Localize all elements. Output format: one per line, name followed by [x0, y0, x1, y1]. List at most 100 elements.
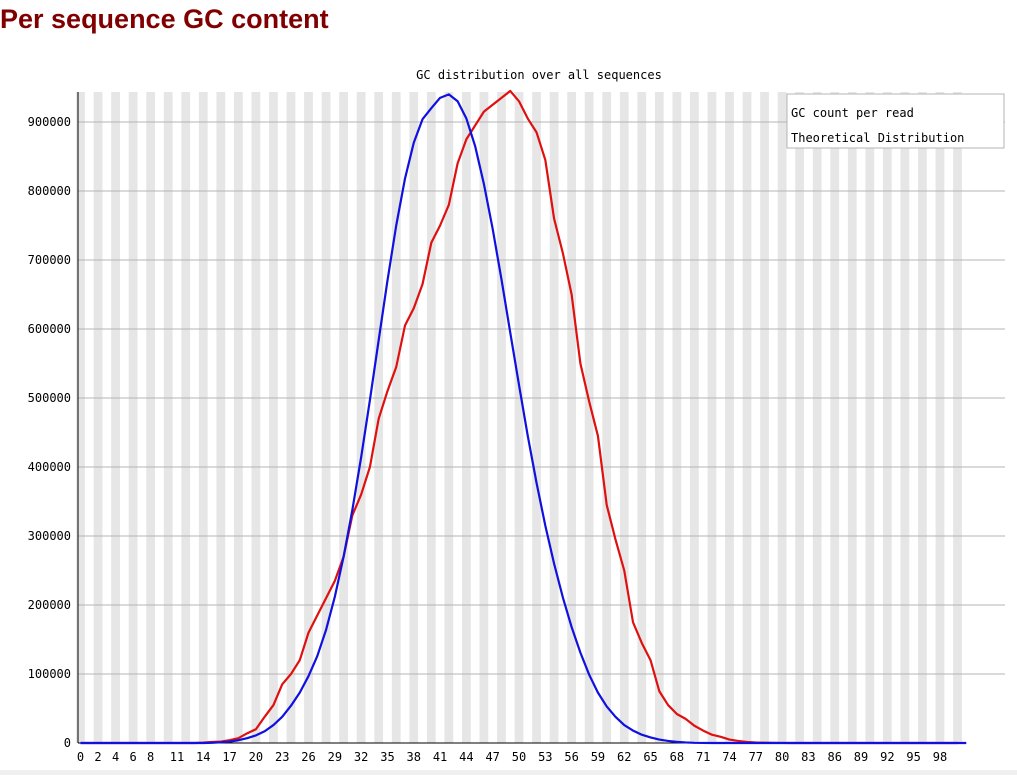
x-tick-label: 38 — [407, 750, 421, 764]
y-tick-label: 700000 — [28, 253, 71, 267]
background-stripe — [339, 92, 348, 743]
x-tick-label: 41 — [433, 750, 447, 764]
background-stripe — [742, 92, 752, 743]
background-stripe — [391, 92, 401, 743]
background-stripe — [584, 92, 594, 743]
x-tick-label: 56 — [564, 750, 578, 764]
bottom-strip — [0, 770, 1017, 775]
y-tick-label: 0 — [64, 736, 71, 750]
background-stripe — [269, 92, 278, 743]
background-stripe — [356, 92, 366, 743]
background-stripe — [602, 92, 612, 743]
series-lines — [80, 89, 967, 745]
background-stripe — [847, 92, 857, 743]
x-tick-label: 53 — [538, 750, 552, 764]
chart-title: GC distribution over all sequences — [416, 68, 662, 82]
background-stripe — [795, 92, 805, 743]
background-stripe — [233, 92, 243, 743]
background-stripe — [654, 92, 664, 743]
background-stripe — [637, 92, 647, 743]
background-stripe — [953, 92, 962, 743]
background-stripe — [549, 92, 559, 743]
background-stripe — [444, 92, 454, 743]
x-tick-label: 23 — [275, 750, 289, 764]
background-stripe — [865, 92, 875, 743]
x-tick-labels: 0 2 4 6 8 11 14 17 20 23 26 29 32 35 38 41 44 47 50 53 56 59 6… — [77, 750, 947, 764]
page-title: Per sequence GC content — [0, 4, 329, 34]
background-stripe — [479, 92, 489, 743]
x-tick-label: 14 — [196, 750, 210, 764]
background-stripe — [882, 92, 892, 743]
background-stripe — [216, 92, 226, 743]
background-stripe — [672, 92, 682, 743]
background-stripe — [111, 92, 120, 743]
y-tick-labels: 0 100000 200000 300000 400000 500000 600000 700… — [28, 115, 71, 750]
x-tick-label: 86 — [827, 750, 841, 764]
background-stripe — [251, 92, 261, 743]
x-tick-label: 50 — [512, 750, 526, 764]
background-stripe — [163, 92, 173, 743]
background-stripe — [619, 92, 629, 743]
background-stripe — [900, 92, 910, 743]
background-stripe — [93, 92, 103, 743]
x-tick-label: 4 — [112, 750, 119, 764]
x-tick-label: 35 — [380, 750, 394, 764]
y-tick-label: 300000 — [28, 529, 71, 543]
x-tick-label: 47 — [485, 750, 499, 764]
y-tick-label: 600000 — [28, 322, 71, 336]
x-tick-label: 26 — [301, 750, 315, 764]
x-tick-label: 77 — [749, 750, 763, 764]
background-stripe — [462, 92, 471, 743]
background-stripe — [514, 92, 524, 743]
x-tick-label: 32 — [354, 750, 368, 764]
x-tick-label: 74 — [722, 750, 736, 764]
x-tick-label: 92 — [880, 750, 894, 764]
background-stripe — [725, 92, 734, 743]
y-tick-label: 100000 — [28, 667, 71, 681]
x-tick-label: 8 — [147, 750, 154, 764]
background-stripe — [830, 92, 840, 743]
x-tick-label: 20 — [249, 750, 263, 764]
legend-label-theoretical: Theoretical Distribution — [791, 131, 964, 145]
x-tick-label: 71 — [696, 750, 710, 764]
background-stripe — [426, 92, 436, 743]
background-stripe — [567, 92, 577, 743]
legend-box — [786, 93, 1005, 149]
background-stripe — [812, 92, 822, 743]
background-stripe — [76, 92, 85, 743]
x-tick-label: 65 — [643, 750, 657, 764]
background-stripe — [128, 92, 138, 743]
legend: GC count per read Theoretical Distributi… — [786, 93, 1005, 149]
x-tick-label: 11 — [170, 750, 184, 764]
x-tick-label: 95 — [906, 750, 920, 764]
background-stripe — [321, 92, 331, 743]
y-tick-label: 800000 — [28, 184, 71, 198]
y-tick-label: 900000 — [28, 115, 71, 129]
x-tick-label: 89 — [854, 750, 868, 764]
background-stripe — [935, 92, 945, 743]
background-stripe — [198, 92, 208, 743]
x-tick-label: 17 — [222, 750, 236, 764]
background-stripe — [532, 92, 541, 743]
x-tick-label: 0 — [77, 750, 84, 764]
x-tick-label: 6 — [130, 750, 137, 764]
x-tick-label: 44 — [459, 750, 473, 764]
background-stripe — [181, 92, 191, 743]
background-stripes — [76, 92, 962, 743]
background-stripe — [409, 92, 419, 743]
x-tick-label: 29 — [328, 750, 342, 764]
x-tick-label: 59 — [591, 750, 605, 764]
background-stripe — [304, 92, 313, 743]
background-stripe — [707, 92, 717, 743]
y-tick-label: 200000 — [28, 598, 71, 612]
y-tick-label: 500000 — [28, 391, 71, 405]
x-tick-label: 80 — [775, 750, 789, 764]
x-tick-label: 83 — [801, 750, 815, 764]
y-tick-label: 400000 — [28, 460, 71, 474]
background-stripe — [690, 92, 699, 743]
x-tick-label: 2 — [94, 750, 101, 764]
x-tick-label: 68 — [670, 750, 684, 764]
background-stripe — [918, 92, 927, 743]
legend-label-gc-count: GC count per read — [791, 106, 914, 120]
